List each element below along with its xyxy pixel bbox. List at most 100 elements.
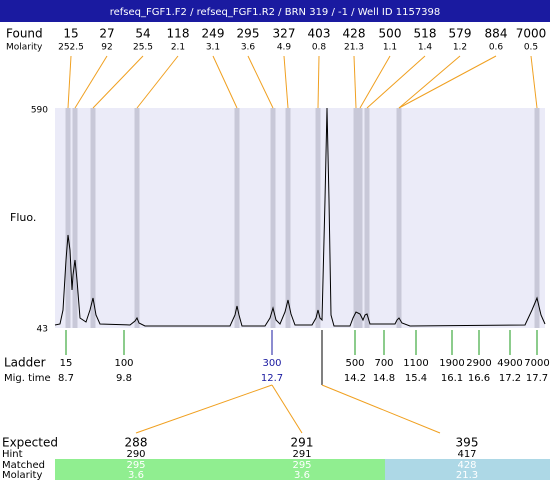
peak-link bbox=[283, 55, 289, 109]
expected-cell: 295 bbox=[292, 460, 311, 471]
found-molarity: 92 bbox=[101, 43, 112, 53]
peak-band bbox=[353, 108, 359, 328]
peak-link bbox=[359, 55, 391, 109]
peak-link bbox=[317, 55, 320, 109]
ladder-mig-time: 17.2 bbox=[499, 373, 521, 384]
peak-link bbox=[247, 55, 274, 109]
expected-cell: 291 bbox=[292, 449, 311, 460]
expected-cell: 288 bbox=[125, 436, 148, 450]
ladder-size: 15 bbox=[60, 358, 73, 369]
ladder-mig-time: 12.7 bbox=[261, 373, 283, 384]
expected-cell: 3.6 bbox=[128, 470, 144, 480]
ladder-mig-time: 16.6 bbox=[468, 373, 490, 384]
expected-cell: 3.6 bbox=[294, 470, 310, 480]
found-size: 884 bbox=[485, 27, 508, 41]
peak-band bbox=[65, 108, 71, 328]
ladder-size: 1900 bbox=[439, 358, 464, 369]
ladder-size: 7000 bbox=[524, 358, 549, 369]
found-size: 518 bbox=[414, 27, 437, 41]
found-molarity: 21.3 bbox=[344, 43, 364, 53]
peak-band bbox=[134, 108, 140, 328]
ladder-size: 100 bbox=[114, 358, 133, 369]
ladder-mig-time: 14.2 bbox=[344, 373, 366, 384]
peak-band bbox=[364, 108, 370, 328]
y-top-label: 590 bbox=[31, 106, 48, 116]
expected-row-label: Matched bbox=[2, 460, 45, 471]
trace bbox=[54, 107, 546, 327]
link-line bbox=[135, 384, 273, 434]
found-molarity: 2.1 bbox=[171, 43, 185, 53]
found-size: 15 bbox=[63, 27, 78, 41]
ladder-size: 300 bbox=[262, 358, 281, 369]
found-size: 54 bbox=[135, 27, 150, 41]
ladder-mig-time: 16.1 bbox=[441, 373, 463, 384]
found-label: Found bbox=[6, 27, 43, 41]
peak-band bbox=[534, 108, 540, 328]
ladder-size: 2900 bbox=[466, 358, 491, 369]
link-line bbox=[321, 384, 441, 434]
ladder-size: 500 bbox=[345, 358, 364, 369]
found-molarity: 0.6 bbox=[489, 43, 504, 53]
peak-band bbox=[90, 108, 96, 328]
peak-link bbox=[212, 55, 238, 109]
found-molarity: 1.2 bbox=[453, 43, 467, 53]
molarity-label: Molarity bbox=[6, 43, 43, 53]
found-molarity: 0.8 bbox=[312, 43, 327, 53]
ladder-mig-time: 17.7 bbox=[526, 373, 548, 384]
found-molarity: 3.1 bbox=[206, 43, 220, 53]
plot-area bbox=[55, 108, 545, 328]
found-molarity: 1.4 bbox=[418, 43, 433, 53]
peak-band bbox=[357, 108, 363, 328]
peak-link bbox=[353, 55, 357, 109]
peak-link bbox=[67, 55, 72, 109]
expected-cell: 290 bbox=[126, 449, 145, 460]
peak-link bbox=[136, 55, 179, 109]
found-size: 295 bbox=[237, 27, 260, 41]
mig-time-label: Mig. time bbox=[4, 373, 51, 384]
link-line bbox=[271, 384, 303, 434]
ladder-mig-time: 14.8 bbox=[373, 373, 395, 384]
ladder-size: 1100 bbox=[403, 358, 428, 369]
peak-band bbox=[396, 108, 402, 328]
found-molarity: 1.1 bbox=[383, 43, 397, 53]
peak-link bbox=[74, 55, 108, 109]
expected-cell: 21.3 bbox=[456, 470, 478, 480]
matched-bg bbox=[385, 459, 550, 480]
peak-link bbox=[366, 55, 426, 109]
found-size: 118 bbox=[167, 27, 190, 41]
expected-cell: 295 bbox=[126, 460, 145, 471]
peak-band bbox=[72, 108, 78, 328]
expected-cell: 428 bbox=[457, 460, 476, 471]
y-axis-label: Fluo. bbox=[10, 211, 36, 224]
ladder-mig-time: 9.8 bbox=[116, 373, 132, 384]
ladder-mig-time: 15.4 bbox=[405, 373, 427, 384]
expected-cell: 417 bbox=[457, 449, 476, 460]
peak-band bbox=[285, 108, 291, 328]
peak-link bbox=[92, 55, 144, 109]
found-size: 249 bbox=[202, 27, 225, 41]
ladder-size: 700 bbox=[374, 358, 393, 369]
expected-cell: 291 bbox=[291, 436, 314, 450]
found-molarity: 3.6 bbox=[241, 43, 256, 53]
expected-row-label: Molarity bbox=[2, 470, 42, 480]
title-bar bbox=[0, 0, 550, 22]
found-molarity: 252.5 bbox=[58, 43, 84, 53]
ladder-size: 4900 bbox=[497, 358, 522, 369]
peak-link bbox=[398, 55, 461, 109]
peak-link bbox=[398, 55, 497, 109]
found-size: 7000 bbox=[516, 27, 547, 41]
found-size: 500 bbox=[379, 27, 402, 41]
expected-row-label: Hint bbox=[2, 449, 23, 460]
expected-row-label: Expected bbox=[2, 436, 58, 450]
peak-band bbox=[270, 108, 276, 328]
found-size: 27 bbox=[99, 27, 114, 41]
found-molarity: 4.9 bbox=[277, 43, 292, 53]
expected-cell: 395 bbox=[456, 436, 479, 450]
peak-link bbox=[530, 55, 538, 109]
found-size: 579 bbox=[449, 27, 472, 41]
ladder-label: Ladder bbox=[4, 356, 46, 370]
peak-band bbox=[234, 108, 240, 328]
found-molarity: 0.5 bbox=[524, 43, 538, 53]
found-molarity: 25.5 bbox=[133, 43, 153, 53]
